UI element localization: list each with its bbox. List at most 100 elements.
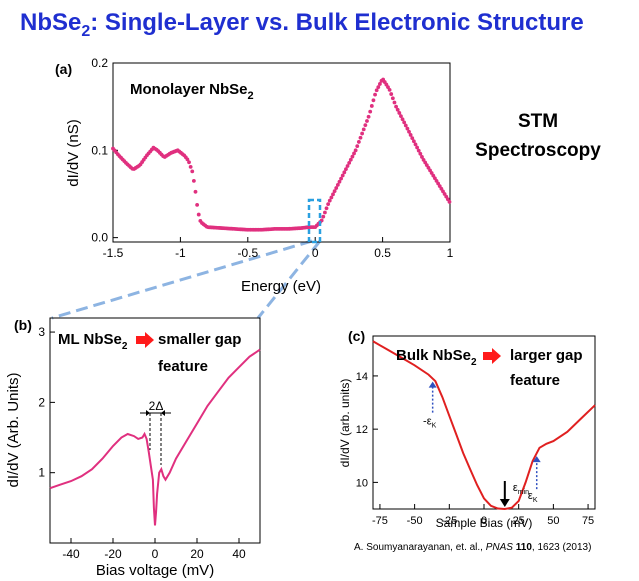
panel-a-xlabel: Energy (eV): [241, 278, 321, 295]
data-point: [369, 104, 374, 108]
panel-a-annotation: Monolayer NbSe2: [130, 81, 254, 102]
data-point: [334, 186, 339, 190]
red-arrow-icon: [136, 332, 154, 348]
panel-a-data: [111, 77, 452, 232]
data-point: [373, 92, 377, 97]
data-point: [345, 164, 350, 168]
data-point: [399, 114, 403, 118]
x-tick-label: 0: [481, 515, 487, 527]
data-point: [326, 202, 331, 207]
y-tick-label: 14: [356, 371, 368, 383]
data-point: [327, 198, 332, 203]
data-point: [410, 136, 415, 140]
figure-title: NbSe2: Single-Layer vs. Bulk Electronic …: [20, 9, 584, 40]
panel-b-chart: (b) -40 -20 0 20 40 1 2 3 2Δ ML NbSe2 smaller g…: [5, 317, 261, 579]
spectroscopy-label: Spectroscopy: [475, 140, 601, 161]
data-point: [185, 157, 190, 162]
data-point: [389, 92, 394, 96]
y-tick-label: 0.2: [91, 56, 108, 70]
data-point: [360, 131, 365, 136]
data-point: [405, 126, 410, 131]
data-point: [392, 100, 397, 105]
y-tick-label: 0.1: [91, 143, 108, 157]
panel-c-annotation-line1: larger gap: [510, 347, 583, 364]
eps-k-label: εK: [528, 490, 538, 504]
data-point: [355, 144, 360, 149]
y-tick-label: 10: [356, 477, 368, 489]
panel-b-ticks: -40 -20 0 20 40 1 2 3: [38, 325, 246, 561]
x-tick-label: -75: [372, 515, 388, 527]
x-tick-label: -50: [407, 515, 423, 527]
data-point: [361, 127, 366, 132]
panel-c-xlabel: Sample Bias (mV): [436, 516, 533, 530]
data-point: [366, 114, 371, 119]
data-point: [344, 167, 348, 172]
data-point: [413, 142, 418, 147]
data-point: [387, 87, 392, 92]
y-tick-label: 12: [356, 424, 368, 436]
data-point: [335, 182, 340, 187]
panel-c-ticks: -75 -50 -25 0 25 50 75 10 12 14: [356, 371, 594, 527]
data-point: [376, 85, 381, 89]
data-point: [321, 214, 326, 219]
gap-marker: 2Δ: [140, 399, 171, 465]
x-tick-label: 40: [232, 547, 246, 561]
data-point: [348, 157, 353, 162]
data-point: [415, 145, 420, 150]
x-tick-label: -40: [62, 547, 80, 561]
x-tick-label: -20: [104, 547, 122, 561]
x-tick-label: -1: [175, 246, 186, 260]
panel-a-chart: (a) -1.5 -1 -0.5 0 0.5 1 0.0 0.1 0.2 Monolayer N…: [55, 56, 454, 295]
panel-c-annotation-line2: feature: [510, 372, 560, 389]
panel-b-annotation-prefix: ML NbSe2: [58, 331, 128, 352]
zoom-region-box: [307, 198, 322, 244]
data-point: [408, 133, 413, 137]
x-tick-label: -0.5: [237, 246, 258, 260]
x-tick-label: 0.5: [374, 246, 391, 260]
panel-c-ylabel: dI/dV (arb. units): [338, 379, 352, 468]
x-tick-label: -1.5: [103, 246, 124, 260]
panel-b-ylabel: dI/dV (Arb. Units): [5, 372, 22, 487]
panel-c-curve: [372, 340, 596, 511]
stm-label: STM: [518, 111, 558, 132]
data-point: [188, 164, 193, 169]
panel-c-annotation-prefix: Bulk NbSe2: [396, 347, 477, 368]
x-tick-label: 50: [547, 515, 559, 527]
data-point: [329, 195, 334, 200]
panel-b-label: (b): [14, 317, 32, 333]
zoom-line-left: [51, 239, 313, 320]
data-point: [191, 178, 196, 183]
y-tick-label: 0.0: [91, 231, 108, 245]
data-point: [352, 151, 356, 156]
panel-b-frame: [49, 317, 261, 544]
data-point: [368, 109, 373, 114]
data-point: [187, 160, 191, 165]
data-point: [374, 88, 379, 93]
eps-min-label: εmin: [513, 482, 529, 496]
data-point: [394, 104, 398, 109]
data-point: [386, 85, 390, 89]
data-point: [356, 140, 361, 144]
neg-eps-k-arrowhead: [428, 381, 437, 388]
data-point: [447, 199, 452, 204]
data-point: [371, 98, 376, 103]
panel-b-annotation-line1: smaller gap: [158, 331, 241, 348]
data-point: [390, 96, 395, 101]
data-point: [347, 160, 352, 165]
data-point: [196, 212, 201, 217]
panel-a-ticks: -1.5 -1 -0.5 0 0.5 1 0.0 0.1 0.2: [91, 56, 453, 260]
neg-eps-k-label: -εK: [423, 416, 437, 430]
x-tick-label: -25: [441, 515, 457, 527]
data-point: [331, 192, 335, 197]
data-point: [400, 117, 405, 122]
data-point: [193, 189, 198, 194]
panel-b-curve: [49, 348, 261, 526]
data-point: [342, 170, 347, 175]
panel-a-frame: [112, 62, 451, 243]
data-point: [378, 82, 382, 86]
panel-c-label: (c): [348, 328, 365, 344]
data-point: [418, 151, 423, 156]
data-point: [411, 139, 416, 144]
